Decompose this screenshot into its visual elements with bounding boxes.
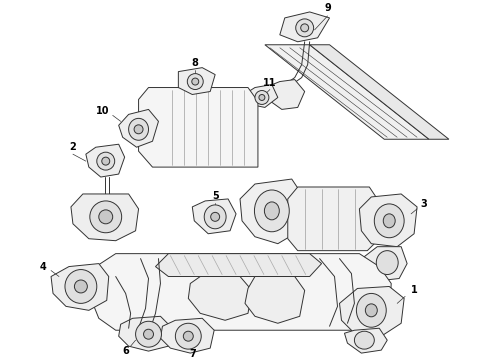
Ellipse shape — [354, 331, 374, 349]
Polygon shape — [244, 85, 278, 107]
Ellipse shape — [301, 24, 309, 32]
Polygon shape — [91, 254, 391, 330]
Ellipse shape — [90, 201, 122, 233]
Polygon shape — [86, 144, 124, 177]
Ellipse shape — [175, 323, 201, 349]
Ellipse shape — [99, 210, 113, 224]
Text: 7: 7 — [189, 349, 196, 359]
Polygon shape — [178, 68, 215, 94]
Polygon shape — [344, 328, 387, 353]
Polygon shape — [240, 179, 302, 244]
Polygon shape — [359, 194, 417, 247]
Polygon shape — [340, 287, 404, 336]
Polygon shape — [155, 254, 321, 276]
Ellipse shape — [102, 157, 110, 165]
Polygon shape — [288, 187, 377, 251]
Text: 9: 9 — [324, 3, 331, 13]
Ellipse shape — [204, 205, 226, 229]
Ellipse shape — [187, 73, 203, 90]
Polygon shape — [310, 45, 449, 139]
Ellipse shape — [136, 321, 161, 347]
Ellipse shape — [374, 204, 404, 238]
Text: 6: 6 — [122, 346, 129, 356]
Text: 3: 3 — [420, 199, 427, 209]
Ellipse shape — [254, 190, 289, 232]
Polygon shape — [265, 45, 429, 139]
Ellipse shape — [192, 78, 199, 85]
Ellipse shape — [366, 304, 377, 317]
Ellipse shape — [383, 214, 395, 228]
Ellipse shape — [97, 152, 115, 170]
Ellipse shape — [74, 280, 87, 293]
Ellipse shape — [144, 329, 153, 339]
Ellipse shape — [265, 202, 279, 220]
Polygon shape — [280, 12, 330, 42]
Text: 5: 5 — [212, 191, 219, 201]
Polygon shape — [192, 199, 236, 234]
Ellipse shape — [356, 293, 386, 327]
Ellipse shape — [65, 270, 97, 303]
Ellipse shape — [296, 19, 314, 37]
Polygon shape — [119, 109, 158, 147]
Ellipse shape — [134, 125, 143, 134]
Text: 8: 8 — [192, 58, 199, 68]
Text: 4: 4 — [40, 262, 47, 271]
Ellipse shape — [183, 331, 193, 341]
Ellipse shape — [376, 251, 398, 275]
Ellipse shape — [255, 90, 269, 104]
Polygon shape — [160, 318, 214, 353]
Polygon shape — [245, 276, 305, 323]
Polygon shape — [265, 80, 305, 109]
Polygon shape — [119, 316, 172, 351]
Polygon shape — [188, 276, 252, 320]
Polygon shape — [51, 264, 109, 310]
Text: 10: 10 — [96, 107, 109, 116]
Polygon shape — [139, 87, 258, 167]
Polygon shape — [365, 247, 407, 280]
Text: 1: 1 — [411, 285, 417, 296]
Polygon shape — [71, 194, 139, 241]
Ellipse shape — [128, 118, 148, 140]
Ellipse shape — [211, 212, 220, 221]
Ellipse shape — [259, 94, 265, 100]
Text: 2: 2 — [70, 142, 76, 152]
Text: 11: 11 — [263, 77, 277, 87]
